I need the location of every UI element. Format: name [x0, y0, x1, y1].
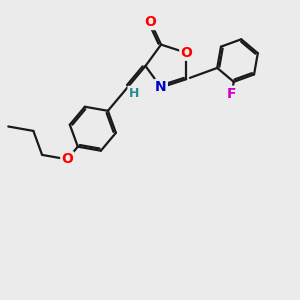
Text: O: O: [180, 46, 192, 60]
Text: F: F: [227, 87, 236, 100]
Text: O: O: [145, 15, 157, 29]
Text: H: H: [128, 87, 139, 100]
Text: O: O: [61, 152, 73, 166]
Text: N: N: [155, 80, 167, 94]
